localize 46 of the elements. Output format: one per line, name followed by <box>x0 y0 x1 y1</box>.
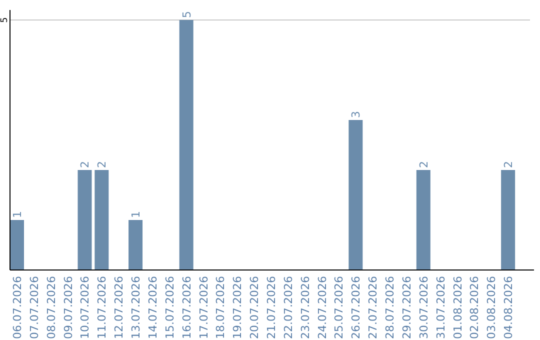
x-tick-label: 07.07.2026 <box>28 276 41 339</box>
x-tick-label: 31.07.2026 <box>434 276 448 339</box>
x-tick-label: 28.07.2026 <box>384 276 397 339</box>
x-tick-label: 22.07.2026 <box>282 276 295 339</box>
bar <box>501 170 516 270</box>
x-tick-label: 21.07.2026 <box>265 276 278 339</box>
bar <box>348 120 363 270</box>
bar <box>179 20 194 270</box>
x-tick-label: 16.07.2026 <box>180 276 194 339</box>
x-tick-label: 02.08.2026 <box>468 276 482 339</box>
x-tick-label: 11.07.2026 <box>96 276 109 339</box>
x-tick-label: 17.07.2026 <box>197 276 210 339</box>
x-tick-label: 20.07.2026 <box>248 276 262 339</box>
x-tick-label: 15.07.2026 <box>163 276 176 339</box>
data-label: 1 <box>130 211 143 218</box>
data-label: 1 <box>11 211 24 218</box>
x-tick-label: 24.07.2026 <box>316 276 329 339</box>
x-tick-label: 10.07.2026 <box>78 276 92 339</box>
x-tick-label: 13.07.2026 <box>130 276 143 339</box>
x-tick-label: 08.07.2026 <box>44 276 58 339</box>
data-label: 3 <box>350 111 363 118</box>
x-tick-label: 26.07.2026 <box>350 276 363 339</box>
x-tick-label: 14.07.2026 <box>146 276 160 339</box>
x-tick-label: 12.07.2026 <box>112 276 126 339</box>
bar <box>416 170 430 270</box>
bar <box>78 170 92 270</box>
x-tick-label: 03.08.2026 <box>485 276 498 339</box>
x-tick-label: 09.07.2026 <box>62 276 75 339</box>
data-label: 2 <box>96 161 109 168</box>
data-label: 5 <box>180 11 194 18</box>
x-tick-label: 25.07.2026 <box>332 276 346 339</box>
bar <box>10 220 24 270</box>
x-tick-label: 01.08.2026 <box>451 276 464 339</box>
bar <box>128 220 143 270</box>
bar <box>94 170 109 270</box>
x-tick-label: 23.07.2026 <box>298 276 312 339</box>
x-tick-label: 30.07.2026 <box>417 276 430 339</box>
x-tick-label: 04.08.2026 <box>502 276 516 339</box>
x-tick-label: 27.07.2026 <box>366 276 380 339</box>
data-label: 2 <box>417 161 430 168</box>
x-tick-label: 18.07.2026 <box>214 276 228 339</box>
data-label: 2 <box>78 161 92 168</box>
x-tick-label: 19.07.2026 <box>231 276 244 339</box>
data-label: 2 <box>502 161 516 168</box>
x-tick-label: 06.07.2026 <box>11 276 24 339</box>
x-tick-label: 29.07.2026 <box>400 276 414 339</box>
